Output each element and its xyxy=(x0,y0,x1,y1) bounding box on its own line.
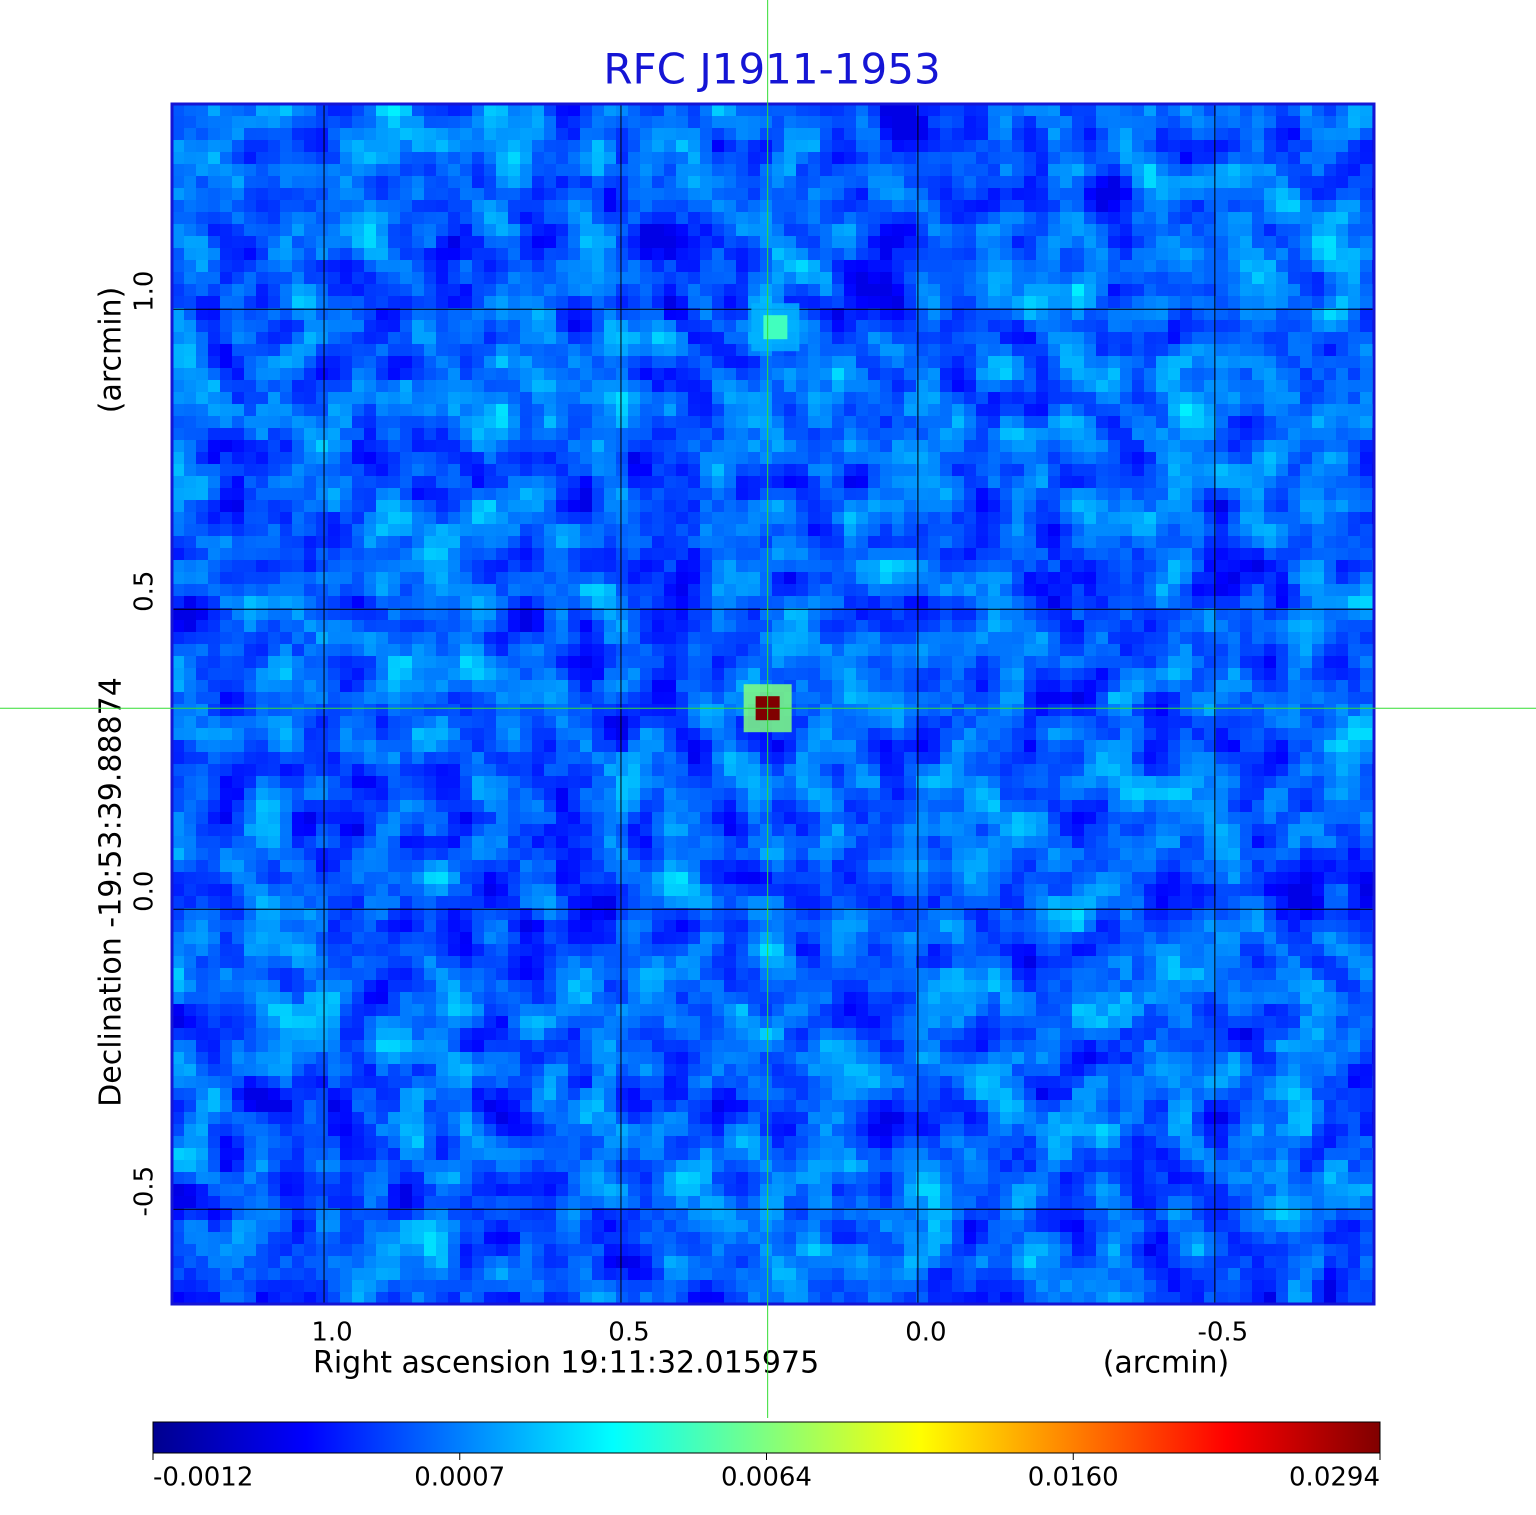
y-axis-label: Declination -19:53:39.88874 xyxy=(94,677,129,1107)
x-axis-label: Right ascension 19:11:32.015975 xyxy=(313,1346,819,1381)
colorbar-tick-label: 0.0064 xyxy=(721,1463,812,1493)
colorbar-tick-label: 0.0007 xyxy=(414,1463,505,1493)
source xyxy=(763,315,787,339)
x-tick-label: -0.5 xyxy=(1197,1318,1248,1348)
colorbar xyxy=(153,1422,1380,1453)
colorbar-tick-label: 0.0294 xyxy=(1289,1463,1380,1493)
colorbar-tick-label: 0.0160 xyxy=(1028,1463,1119,1493)
colorbar-tick-label: -0.0012 xyxy=(153,1463,253,1493)
y-tick-label: 0.5 xyxy=(130,571,160,612)
y-tick-label: 0.0 xyxy=(130,871,160,912)
chart-title: RFC J1911-1953 xyxy=(603,45,940,94)
x-tick-label: 0.0 xyxy=(905,1318,946,1348)
x-tick-label: 0.5 xyxy=(608,1318,649,1348)
y-axis-unit: (arcmin) xyxy=(94,287,129,414)
y-tick-label: -0.5 xyxy=(130,1166,160,1217)
x-tick-label: 1.0 xyxy=(311,1318,352,1348)
y-tick-label: 1.0 xyxy=(130,271,160,312)
x-axis-unit: (arcmin) xyxy=(1103,1346,1230,1381)
